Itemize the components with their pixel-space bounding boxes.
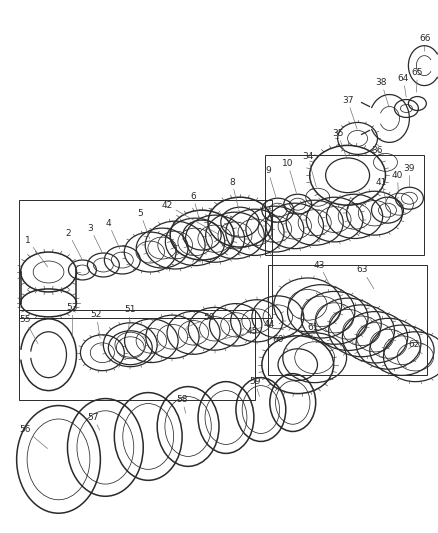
- Text: 10: 10: [281, 159, 296, 193]
- Text: 1: 1: [25, 236, 48, 267]
- Text: 4: 4: [105, 219, 120, 249]
- Text: 65: 65: [411, 68, 422, 92]
- Text: 35: 35: [331, 129, 346, 159]
- Text: 36: 36: [371, 146, 382, 155]
- Text: 2: 2: [66, 229, 81, 259]
- Text: 55: 55: [19, 316, 38, 344]
- Text: 45: 45: [221, 327, 257, 340]
- Text: 42: 42: [162, 201, 218, 235]
- Text: 43: 43: [313, 261, 328, 284]
- Text: 63: 63: [356, 265, 373, 289]
- Text: 64: 64: [397, 74, 408, 97]
- Text: 37: 37: [341, 96, 356, 129]
- Text: 60: 60: [272, 335, 288, 351]
- Text: 34: 34: [301, 152, 316, 187]
- Text: 52: 52: [91, 310, 102, 338]
- Text: 40: 40: [391, 171, 402, 194]
- Text: 50: 50: [186, 313, 215, 327]
- Text: 56: 56: [19, 425, 47, 449]
- Text: 58: 58: [176, 395, 187, 413]
- Text: 5: 5: [137, 208, 149, 239]
- Text: 62: 62: [408, 340, 419, 349]
- Text: 44: 44: [246, 320, 274, 333]
- Text: 57: 57: [88, 413, 99, 430]
- Text: 6: 6: [190, 192, 199, 221]
- Text: 8: 8: [229, 178, 238, 209]
- Text: 59: 59: [249, 377, 260, 396]
- Text: 9: 9: [265, 166, 276, 199]
- Text: 53: 53: [67, 303, 78, 336]
- Text: 39: 39: [403, 164, 414, 187]
- Text: 41: 41: [375, 178, 386, 201]
- Text: 51: 51: [124, 305, 136, 332]
- Text: 61: 61: [306, 324, 318, 341]
- Text: 3: 3: [87, 224, 102, 254]
- Text: 66: 66: [419, 34, 430, 51]
- Text: 38: 38: [375, 78, 388, 107]
